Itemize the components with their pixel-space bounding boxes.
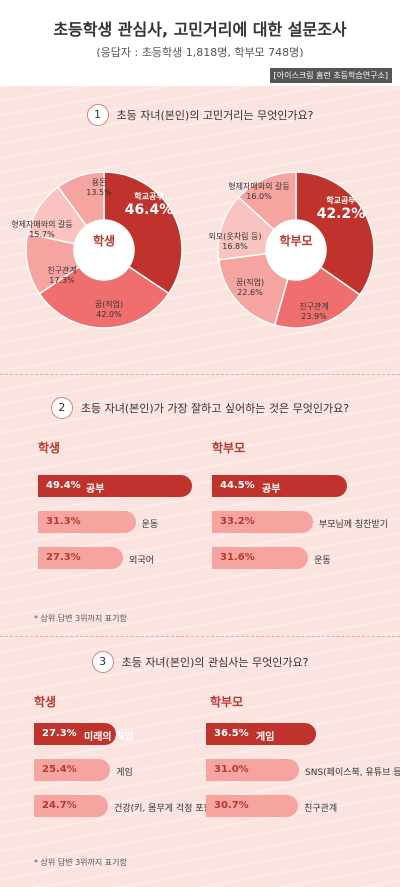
- question-number: 1: [86, 104, 109, 126]
- slice-label: 외모(옷차림 등) 16.8%: [200, 232, 270, 251]
- donut-slice: [57, 171, 105, 227]
- slice-label: 학교공부 46.4%: [114, 192, 184, 218]
- bar-category-label: 건강(키, 몸무게 걱정 포함): [114, 804, 216, 814]
- page-title: 초등학생 관심사, 고민거리에 대한 설문조사: [53, 20, 347, 39]
- slice-category: 용돈: [91, 178, 107, 187]
- question-text: 초등 자녀(본인)의 관심사는 무엇인가요?: [121, 656, 309, 669]
- bar-value-label: 30.7%: [214, 800, 249, 811]
- slice-value: 15.7%: [29, 229, 55, 239]
- bar-category-label: 운동: [141, 520, 159, 530]
- section-q3: 3 초등 자녀(본인)의 관심사는 무엇인가요? 학생 학부모 27.3% 미래의 …: [0, 636, 400, 887]
- slice-category: 외모(옷차림 등): [208, 232, 262, 241]
- page-subtitle: (응답자 : 초등학생 1,818명, 학부모 748명): [96, 46, 304, 59]
- section-q2: 2 초등 자녀(본인)가 가장 잘하고 싶어하는 것은 무엇인가요? 학생 학부모…: [0, 374, 400, 636]
- slice-label: 용돈 13.5%: [74, 178, 124, 197]
- bar: 36.5%: [206, 723, 316, 745]
- bar-value-label: 49.4%: [46, 480, 81, 491]
- bar-category-label: 운동: [314, 556, 331, 566]
- student-column-title: 학생: [38, 441, 61, 455]
- bar-value-label: 25.4%: [42, 764, 77, 775]
- header: 초등학생 관심사, 고민거리에 대한 설문조사 (응답자 : 초등학생 1,81…: [0, 0, 400, 86]
- bar-category-label: 친구관계: [304, 804, 338, 814]
- bar: 49.4%: [38, 475, 193, 497]
- bar-value-label: 31.0%: [214, 764, 249, 775]
- question-number: 2: [50, 397, 73, 419]
- parent-column-title: 학부모: [210, 695, 244, 709]
- question-number: 3: [91, 651, 114, 673]
- bar-category-label: 게임: [256, 732, 275, 743]
- donut-center-label: 학생: [92, 234, 116, 248]
- slice-value: 22.6%: [237, 287, 263, 297]
- bar-value-label: 27.3%: [46, 552, 81, 563]
- bar: 24.7%: [34, 795, 109, 817]
- donut-hole: [266, 220, 326, 280]
- bar: 44.5%: [212, 475, 348, 497]
- student-donut-chart: 학생 학교공부 46.4% 꿈(직업) 42.0% 친구관계 17.3% 형제자매와의 갈등…: [11, 150, 194, 350]
- slice-value: 42.2%: [316, 205, 366, 222]
- bar: 31.0%: [206, 759, 299, 781]
- donut-hole: [74, 220, 134, 280]
- slice-value: 42.0%: [96, 309, 122, 319]
- section-q1: 1 초등 자녀(본인)의 고민거리는 무엇인가요? 학생 학교공부 46.4% 꿈(직…: [0, 86, 400, 374]
- question-row: 1 초등 자녀(본인)의 고민거리는 무엇인가요?: [0, 104, 400, 128]
- slice-value: 17.3%: [49, 275, 75, 285]
- slice-label: 학교공부 42.2%: [306, 196, 376, 222]
- slice-label: 형제자매와의 갈등 15.7%: [2, 220, 82, 239]
- bar-value-label: 33.2%: [220, 516, 255, 527]
- slice-value: 23.9%: [301, 311, 327, 321]
- parent-donut-svg: [217, 171, 375, 329]
- slice-label: 친구관계 23.9%: [284, 302, 344, 321]
- donut-center-label: 학부모: [279, 234, 313, 248]
- slice-category: 친구관계: [47, 266, 77, 275]
- bar-category-label: 외국어: [129, 556, 155, 566]
- slice-value: 16.0%: [246, 191, 272, 201]
- bar-value-label: 36.5%: [214, 728, 249, 739]
- bar: 30.7%: [206, 795, 299, 817]
- slice-category: 학교공부: [326, 196, 356, 205]
- bar: 31.3%: [38, 511, 136, 533]
- bar: 33.2%: [212, 511, 313, 533]
- question-text: 초등 자녀(본인)의 고민거리는 무엇인가요?: [116, 109, 314, 122]
- slice-label: 형제자매와의 갈등 16.0%: [214, 182, 304, 201]
- bar-value-label: 31.3%: [46, 516, 81, 527]
- footnote: * 상위 답변 3위까지 표기함: [34, 614, 127, 623]
- bar-value-label: 24.7%: [42, 800, 77, 811]
- source-label: [아이스크림 홈런 초등학습연구소]: [269, 68, 392, 83]
- bar-category-label: 공부: [262, 484, 281, 495]
- slice-label: 친구관계 17.3%: [32, 266, 92, 285]
- bar: 27.3%: [38, 547, 124, 569]
- student-column-title: 학생: [34, 695, 57, 709]
- slice-value: 46.4%: [124, 201, 174, 218]
- slice-label: 꿈(직업) 22.6%: [220, 278, 280, 297]
- bar: 31.6%: [212, 547, 309, 569]
- question-row: 2 초등 자녀(본인)가 가장 잘하고 싶어하는 것은 무엇인가요?: [0, 397, 400, 421]
- bar-value-label: 27.3%: [42, 728, 77, 739]
- bar-category-label: 미래의 직업: [84, 732, 134, 743]
- parent-donut-chart: 학부모 학교공부 42.2% 친구관계 23.9% 꿈(직업) 22.6% 외모(옷차림 등…: [206, 150, 386, 350]
- question-text: 초등 자녀(본인)가 가장 잘하고 싶어하는 것은 무엇인가요?: [80, 402, 350, 415]
- bar-category-label: 공부: [86, 484, 105, 495]
- bar: 27.3%: [34, 723, 116, 745]
- slice-category: 꿈(직업): [94, 300, 124, 309]
- bar-value-label: 44.5%: [220, 480, 255, 491]
- slice-label: 꿈(직업) 42.0%: [79, 300, 139, 319]
- bar-category-label: 부모님께 칭찬받기: [318, 520, 389, 530]
- student-donut-svg: [25, 171, 183, 329]
- bar-value-label: 31.6%: [220, 552, 255, 563]
- slice-category: 형제자매와의 갈등: [228, 182, 290, 191]
- footnote: * 상위 답변 3위까지 표기함: [34, 858, 127, 867]
- slice-category: 꿈(직업): [235, 278, 265, 287]
- slice-category: 친구관계: [299, 302, 329, 311]
- slice-category: 형제자매와의 갈등: [11, 220, 73, 229]
- bar-category-label: 게임: [116, 768, 133, 778]
- bar-category-label: SNS(페이스북, 유튜브 등): [305, 768, 400, 778]
- slice-value: 13.5%: [86, 187, 112, 197]
- parent-column-title: 학부모: [212, 441, 246, 455]
- question-row: 3 초등 자녀(본인)의 관심사는 무엇인가요?: [0, 651, 400, 675]
- slice-category: 학교공부: [134, 192, 164, 201]
- bar: 25.4%: [34, 759, 111, 781]
- slice-value: 16.8%: [222, 241, 248, 251]
